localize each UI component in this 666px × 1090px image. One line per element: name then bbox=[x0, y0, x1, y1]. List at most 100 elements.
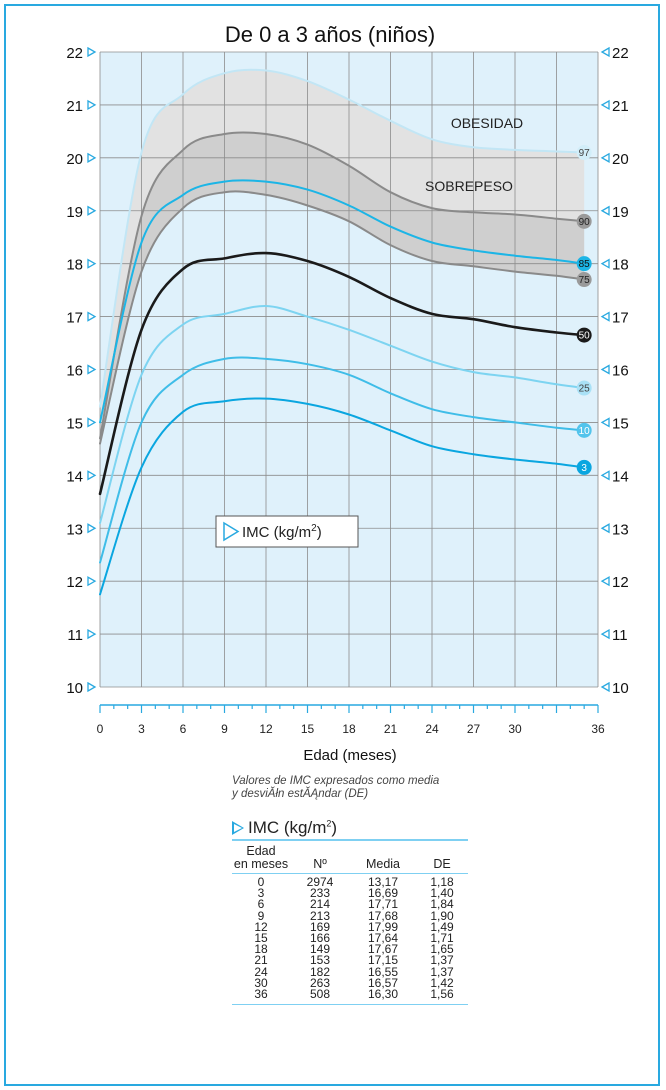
legend-box bbox=[215, 515, 359, 548]
table-title-prefix: IMC (kg/m bbox=[248, 818, 327, 837]
y-tick-label-left: 16 bbox=[66, 363, 83, 380]
tick-triangle-right-icon bbox=[600, 99, 610, 111]
y-tick-label-left: 22 bbox=[66, 45, 83, 62]
series-line-p97 bbox=[99, 68, 586, 408]
series-label-badge-p90 bbox=[576, 213, 592, 229]
table-row: 21 153 17,15 1,37 bbox=[232, 953, 468, 968]
bmi-table: Edad en meses Nº Media DE 0 2974 13,17 1,18 3… bbox=[232, 845, 468, 1006]
series-label-badge-p85 bbox=[576, 256, 592, 272]
cell-de: 1,49 bbox=[430, 919, 454, 934]
x-tick-label: 30 bbox=[508, 722, 522, 736]
zone-label-sobrepeso: SOBREPESO bbox=[425, 178, 513, 194]
cell-edad: 36 bbox=[232, 988, 290, 1006]
series-label-p85: 85 bbox=[579, 259, 591, 270]
table-row: 36 508 16,30 1,56 bbox=[232, 988, 468, 1006]
x-tick-label: 12 bbox=[259, 722, 273, 736]
series-label-p50: 50 bbox=[579, 331, 591, 342]
y-tick-label-right: 10 bbox=[612, 680, 629, 697]
table-row: 30 263 16,57 1,42 bbox=[232, 975, 468, 990]
table-title-superscript: 2 bbox=[326, 818, 332, 829]
tick-triangle-right-icon bbox=[600, 417, 610, 428]
series-label-badge-p97 bbox=[576, 145, 592, 161]
cell-n: 169 bbox=[309, 919, 331, 934]
tick-triangle-left-icon bbox=[87, 46, 97, 58]
table-row: 0 2974 13,17 1,18 bbox=[232, 874, 468, 889]
cell-n: 263 bbox=[309, 975, 331, 990]
col-media-header: Media bbox=[350, 845, 416, 874]
tick-triangle-right-icon bbox=[600, 576, 610, 587]
table-row: 6 214 17,71 1,84 bbox=[232, 897, 468, 912]
series-line-p75 bbox=[99, 190, 586, 445]
legend-triangle-icon bbox=[223, 521, 240, 542]
tick-triangle-left-icon bbox=[87, 628, 97, 640]
y-tick-label-right: 18 bbox=[612, 257, 629, 274]
y-tick-label-right: 21 bbox=[612, 98, 629, 115]
y-tick-label-right: 15 bbox=[612, 415, 629, 432]
table-title: IMC (kg/m2) bbox=[232, 817, 468, 841]
y-tick-label-right: 16 bbox=[612, 363, 629, 380]
y-tick-label-left: 20 bbox=[66, 151, 83, 168]
y-tick-label-right: 13 bbox=[612, 521, 629, 538]
table-note-line-2: y desviĂłn estĂĄndar (DE) bbox=[232, 788, 369, 800]
y-tick-label-left: 19 bbox=[66, 204, 83, 221]
cell-n: 213 bbox=[309, 908, 331, 923]
chart-title: De 0 a 3 años (niños) bbox=[225, 22, 435, 47]
tick-triangle-right-icon bbox=[600, 258, 610, 269]
tick-triangle-left-icon bbox=[87, 576, 97, 587]
cell-de: 1,90 bbox=[430, 908, 454, 923]
legend-label-superscript: 2 bbox=[311, 523, 317, 534]
series-line-p50 bbox=[98, 251, 586, 496]
y-tick-label-right: 14 bbox=[612, 468, 629, 485]
bmi-growth-chart: De 0 a 3 años (niños) 979085755025103OBE… bbox=[66, 22, 628, 764]
col-edad-line-2: en meses bbox=[233, 857, 289, 871]
y-tick-label-left: 17 bbox=[66, 310, 83, 327]
cell-de: 1,18 bbox=[430, 875, 454, 889]
cell-n: 233 bbox=[309, 886, 331, 901]
cell-media: 17,71 bbox=[367, 897, 399, 912]
y-tick-label-right: 19 bbox=[612, 204, 629, 221]
cell-n: 149 bbox=[309, 942, 331, 957]
cell-edad: 12 bbox=[254, 919, 268, 934]
cell-n: 214 bbox=[309, 897, 331, 912]
y-tick-label-left: 10 bbox=[66, 680, 83, 697]
cell-media: 16,30 bbox=[350, 988, 416, 1006]
cell-media: 17,68 bbox=[367, 908, 399, 923]
table-title-suffix: ) bbox=[331, 818, 338, 837]
table-row: 9 213 17,68 1,90 bbox=[232, 908, 468, 923]
x-tick-label: 18 bbox=[342, 722, 356, 736]
tick-triangle-right-icon bbox=[600, 205, 610, 216]
table-header-row: Edad en meses Nº Media DE bbox=[232, 845, 468, 874]
x-axis-title: Edad (meses) bbox=[303, 747, 396, 764]
y-tick-label-left: 21 bbox=[66, 98, 83, 115]
x-tick-label: 15 bbox=[301, 722, 315, 736]
tick-triangle-left-icon bbox=[87, 523, 97, 534]
triangle-icon bbox=[232, 821, 244, 835]
cell-de: 1,71 bbox=[430, 931, 454, 946]
y-tick-label-left: 14 bbox=[66, 468, 83, 485]
table-body: 0 2974 13,17 1,18 3 233 16,69 1,40 6 214 17,71 1,84… bbox=[232, 874, 468, 1006]
tick-triangle-left-icon bbox=[87, 417, 97, 428]
series-label-badge-p50 bbox=[576, 327, 592, 343]
cell-media: 13,17 bbox=[367, 875, 399, 889]
x-tick-label: 3 bbox=[138, 722, 145, 736]
table-note-line-1: Valores de IMC expresados como media bbox=[232, 775, 440, 787]
cell-n: 153 bbox=[309, 953, 331, 968]
x-tick-label: 9 bbox=[221, 722, 228, 736]
x-tick-label: 27 bbox=[467, 722, 481, 736]
series-label-p97: 97 bbox=[579, 148, 591, 159]
table-note: Valores de IMC expresados como media y d… bbox=[232, 775, 482, 801]
x-tick-label: 0 bbox=[97, 722, 104, 736]
series-line-p10 bbox=[99, 356, 586, 564]
tick-triangle-right-icon bbox=[600, 311, 610, 322]
series-label-badge-p75 bbox=[576, 272, 592, 288]
table-row: 3 233 16,69 1,40 bbox=[232, 886, 468, 901]
cell-media: 17,67 bbox=[367, 942, 399, 957]
table-title-text: IMC (kg/m2) bbox=[248, 818, 337, 838]
cell-media: 16,57 bbox=[367, 975, 399, 990]
x-tick-label: 6 bbox=[180, 722, 187, 736]
series-label-badge-p25 bbox=[576, 380, 592, 396]
cell-edad: 0 bbox=[257, 875, 265, 889]
legend-label-text: IMC (kg/m bbox=[242, 524, 311, 541]
table-row: 15 166 17,64 1,71 bbox=[232, 931, 468, 946]
